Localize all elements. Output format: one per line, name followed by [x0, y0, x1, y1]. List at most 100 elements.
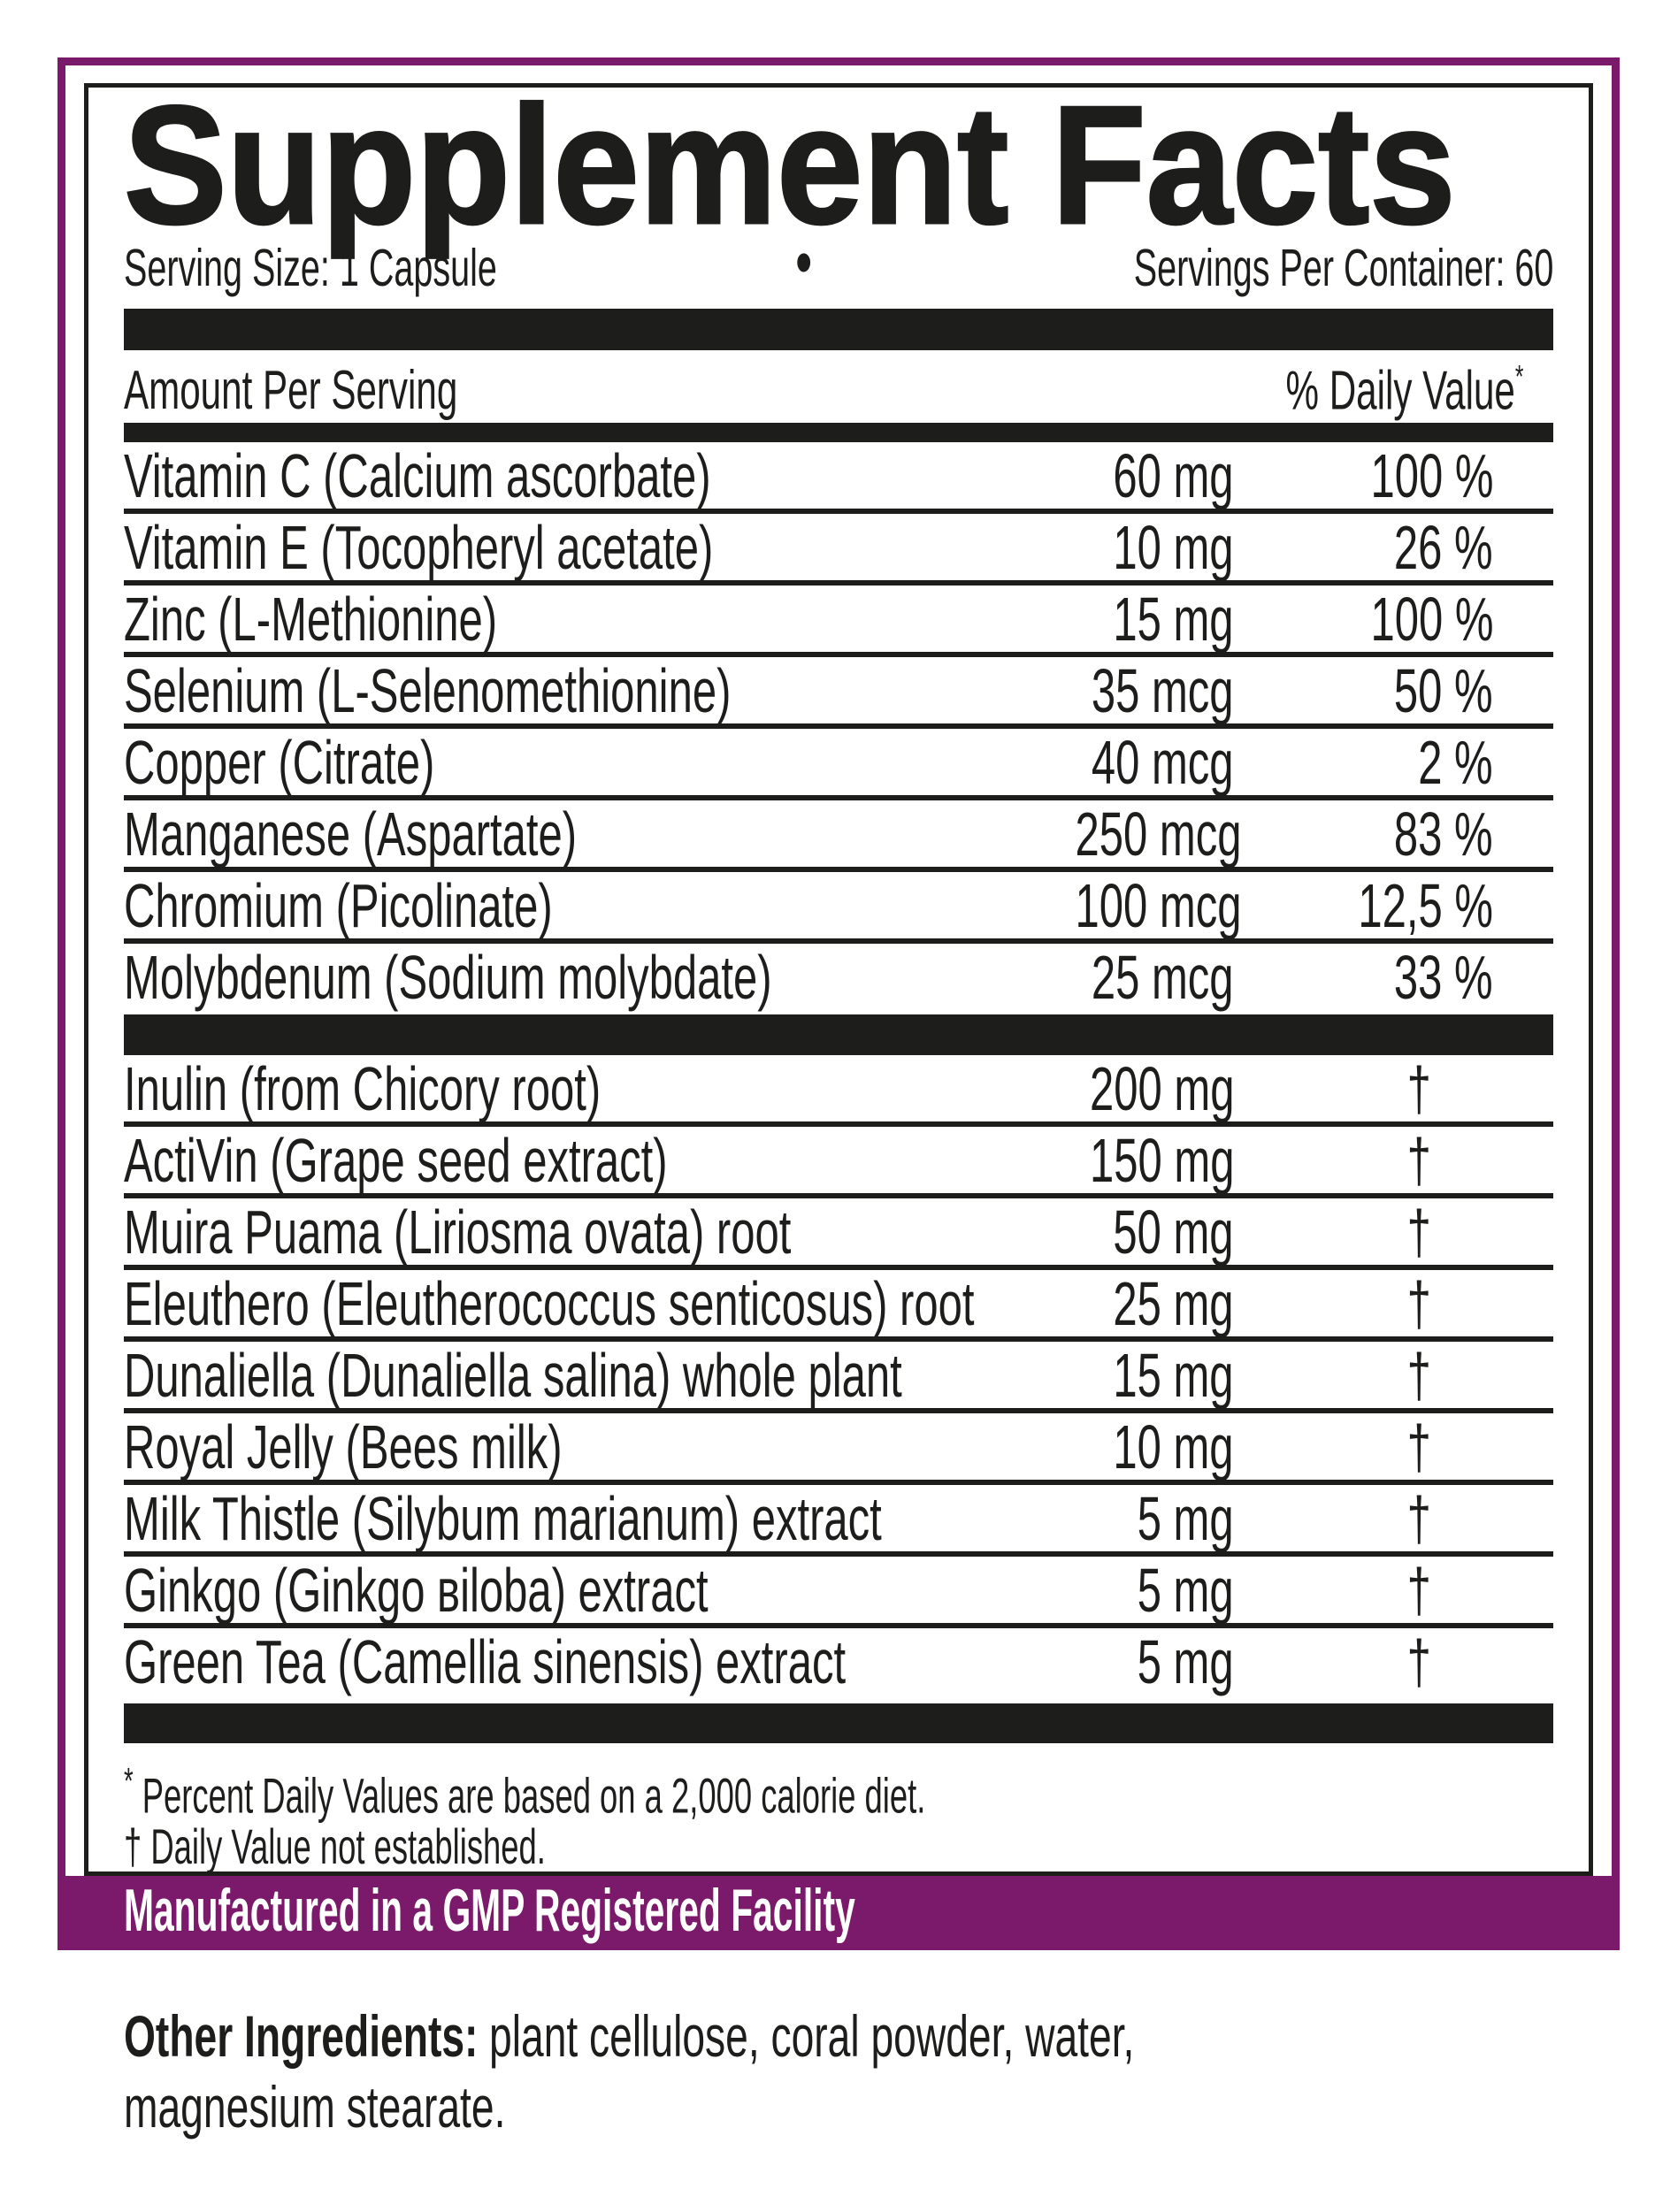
row-amount: 10 mg	[1004, 512, 1234, 583]
label-frame: Supplement Facts Serving Size: 1 Capsule…	[57, 57, 1620, 1950]
table-row: Royal Jelly (Bees milk) 10 mg †	[124, 1412, 1553, 1486]
other-ingredients-line2: magnesium stearate.	[124, 2071, 505, 2142]
row-daily-value: †	[1234, 1053, 1553, 1124]
table-row: ActiVin (Grape seed extract) 150 mg †	[124, 1125, 1553, 1199]
row-daily-value-text: †	[1406, 1483, 1431, 1553]
row-amount: 25 mcg	[1004, 942, 1234, 1013]
row-daily-value: 100 %	[1234, 584, 1553, 654]
row-ingredient-name-text: ActiVin (Grape seed extract)	[124, 1125, 668, 1195]
row-ingredient-name-text: Dunaliella (Dunaliella salina) whole pla…	[124, 1340, 902, 1410]
row-ingredient-name-text: Selenium (L-Selenomethionine)	[124, 655, 732, 725]
footnote-dagger-mark: †	[124, 1818, 142, 1874]
footnote-percent-daily-value: * Percent Daily Values are based on a 2,…	[124, 1756, 1553, 1821]
row-daily-value-text: †	[1406, 1626, 1431, 1696]
row-amount: 250 mcg	[1004, 799, 1242, 869]
row-daily-value-text: 100 %	[1370, 440, 1493, 510]
row-ingredient-name-text: Ginkgo (Ginkgo вiloba) extract	[124, 1555, 709, 1625]
row-amount-text: 10 mg	[1113, 1412, 1234, 1481]
serving-info-row: Serving Size: 1 Capsule • Servings Per C…	[124, 227, 1553, 298]
row-daily-value: 50 %	[1234, 655, 1553, 726]
row-amount-text: 15 mg	[1113, 584, 1234, 654]
botanicals-section: Inulin (from Chicory root) 200 mg † ActiVin…	[124, 1053, 1553, 1697]
row-daily-value-text: †	[1406, 1268, 1431, 1338]
row-ingredient-name: Selenium (L-Selenomethionine)	[124, 655, 1004, 726]
table-row: Manganese (Aspartate) 250 mcg 83 %	[124, 799, 1553, 873]
row-ingredient-name: Vitamin E (Tocopheryl acetate)	[124, 512, 1004, 583]
row-ingredient-name: Muira Puama (Liriosma ovata) root	[124, 1197, 1004, 1267]
gmp-banner-text: Manufactured in a GMP Registered Facilit…	[124, 1876, 855, 1944]
row-ingredient-name: Milk Thistle (Silybum marianum) extract	[124, 1483, 1004, 1554]
row-amount-text: 40 mcg	[1092, 727, 1234, 797]
table-row: Dunaliella (Dunaliella salina) whole pla…	[124, 1340, 1553, 1414]
row-amount: 100 mcg	[1004, 870, 1242, 941]
vitamins-minerals-section: Vitamin C (Calcium ascorbate) 60 mg 100 % V…	[124, 440, 1553, 1013]
thick-divider-bottom	[124, 1703, 1553, 1744]
row-ingredient-name-text: Chromium (Picolinate)	[124, 870, 553, 940]
table-row: Green Tea (Camellia sinensis) extract 5 m…	[124, 1626, 1553, 1697]
servings-per-container-text: Servings Per Container: 60	[1133, 239, 1553, 298]
row-ingredient-name-text: Manganese (Aspartate)	[124, 799, 578, 869]
row-amount-text: 250 mcg	[1075, 799, 1242, 869]
table-row: Vitamin E (Tocopheryl acetate) 10 mg 26 %	[124, 512, 1553, 586]
footnote-daily-value-not-established: † Daily Value not established.	[124, 1821, 1553, 1871]
table-row: Inulin (from Chicory root) 200 mg †	[124, 1053, 1553, 1128]
column-header-row: Amount Per Serving % Daily Value*	[124, 358, 1553, 421]
row-ingredient-name: Green Tea (Camellia sinensis) extract	[124, 1626, 1004, 1697]
row-ingredient-name: Vitamin C (Calcium ascorbate)	[124, 440, 1004, 511]
row-amount-text: 60 mg	[1113, 440, 1234, 510]
row-amount: 60 mg	[1004, 440, 1234, 511]
footnote-asterisk-text: Percent Daily Values are based on a 2,00…	[142, 1767, 926, 1824]
row-daily-value-text: 100 %	[1370, 584, 1493, 654]
row-daily-value: †	[1234, 1483, 1553, 1554]
table-row: Selenium (L-Selenomethionine) 35 mcg 50 %	[124, 655, 1553, 730]
table-row: Chromium (Picolinate) 100 mcg 12,5 %	[124, 870, 1553, 945]
row-daily-value-text: †	[1406, 1125, 1431, 1195]
row-amount-text: 15 mg	[1113, 1340, 1234, 1410]
row-amount-text: 10 mg	[1113, 512, 1234, 582]
table-row: Ginkgo (Ginkgo вiloba) extract 5 mg †	[124, 1555, 1553, 1629]
table-row: Molybdenum (Sodium molybdate) 25 mcg 33 %	[124, 942, 1553, 1013]
other-ingredients-line1: Other Ingredients: plant cellulose, coral…	[124, 2001, 1134, 2071]
footnotes: * Percent Daily Values are based on a 2,…	[124, 1756, 1553, 1871]
row-amount: 5 mg	[1004, 1483, 1234, 1554]
row-ingredient-name-text: Royal Jelly (Bees milk)	[124, 1412, 563, 1481]
row-amount-text: 50 mg	[1113, 1197, 1234, 1267]
row-daily-value-text: 83 %	[1394, 799, 1493, 869]
row-amount-text: 200 mg	[1089, 1053, 1234, 1123]
row-ingredient-name: Royal Jelly (Bees milk)	[124, 1412, 1004, 1482]
serving-size-text: Serving Size: 1 Capsule	[124, 239, 497, 298]
row-amount-text: 25 mcg	[1092, 942, 1234, 1012]
row-amount: 25 mg	[1004, 1268, 1234, 1339]
daily-value-asterisk: *	[1514, 358, 1523, 395]
thick-divider-middle	[124, 1014, 1553, 1056]
row-ingredient-name-text: Milk Thistle (Silybum marianum) extract	[124, 1483, 882, 1553]
amount-per-serving-header: Amount Per Serving	[124, 359, 458, 421]
row-ingredient-name-text: Copper (Citrate)	[124, 727, 435, 797]
row-ingredient-name: Eleuthero (Eleutherococcus senticosus) r…	[124, 1268, 1004, 1339]
row-ingredient-name-text: Green Tea (Camellia sinensis) extract	[124, 1626, 847, 1696]
row-ingredient-name: Molybdenum (Sodium molybdate)	[124, 942, 1004, 1013]
row-ingredient-name: Inulin (from Chicory root)	[124, 1053, 1004, 1124]
row-daily-value: 83 %	[1234, 799, 1553, 869]
row-ingredient-name: Manganese (Aspartate)	[124, 799, 1004, 869]
daily-value-header-text: % Daily Value	[1285, 360, 1515, 422]
row-ingredient-name: Zinc (L-Methionine)	[124, 584, 1004, 654]
row-daily-value: †	[1234, 1125, 1553, 1196]
row-ingredient-name-text: Muira Puama (Liriosma ovata) root	[124, 1197, 792, 1267]
row-daily-value: 100 %	[1234, 440, 1553, 511]
row-amount-text: 35 mcg	[1092, 655, 1234, 725]
row-daily-value: †	[1234, 1555, 1553, 1626]
row-daily-value-text: †	[1406, 1340, 1431, 1410]
row-ingredient-name-text: Vitamin C (Calcium ascorbate)	[124, 440, 711, 510]
row-amount-text: 100 mcg	[1075, 870, 1242, 940]
other-ingredients-label: Other Ingredients:	[124, 2003, 479, 2069]
row-amount: 35 mcg	[1004, 655, 1234, 726]
row-daily-value: †	[1234, 1268, 1553, 1339]
footnote-asterisk-mark: *	[124, 1760, 134, 1803]
row-ingredient-name-text: Molybdenum (Sodium molybdate)	[124, 942, 772, 1012]
row-ingredient-name: Copper (Citrate)	[124, 727, 1004, 798]
row-amount-text: 150 mg	[1089, 1125, 1234, 1195]
facts-panel: Supplement Facts Serving Size: 1 Capsule…	[84, 80, 1593, 1876]
table-row: Zinc (L-Methionine) 15 mg 100 %	[124, 584, 1553, 658]
